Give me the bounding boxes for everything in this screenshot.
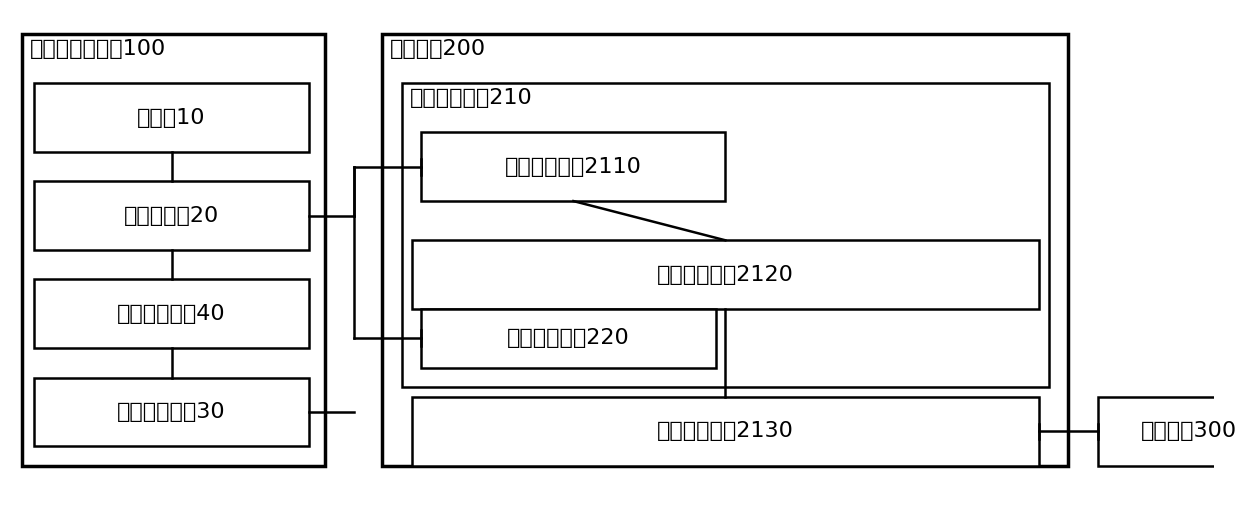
Text: 数据输出单元2130: 数据输出单元2130: [657, 422, 794, 441]
Text: 自供电发射装置100: 自供电发射装置100: [30, 39, 166, 59]
Bar: [21, 35, 326, 466]
Text: 解码模块200: 解码模块200: [390, 39, 486, 59]
Text: 自供电模块20: 自供电模块20: [124, 206, 219, 226]
Bar: [35, 181, 309, 250]
Text: 无线接收装置210: 无线接收装置210: [410, 88, 533, 108]
Bar: [421, 133, 725, 201]
Text: 高频接收单元2110: 高频接收单元2110: [506, 157, 642, 177]
Bar: [401, 83, 1048, 387]
Bar: [383, 35, 1068, 466]
Bar: [35, 279, 309, 348]
Bar: [411, 397, 1040, 466]
Text: 短码发射模块30: 短码发射模块30: [118, 402, 225, 422]
Bar: [1098, 397, 1239, 466]
Text: 短码解码单元220: 短码解码单元220: [507, 328, 629, 348]
Bar: [411, 240, 1040, 309]
Text: 电能延长装置40: 电能延长装置40: [118, 304, 225, 324]
Bar: [35, 83, 309, 152]
Text: 驱动键10: 驱动键10: [138, 108, 206, 128]
Bar: [421, 309, 716, 368]
Text: 数据存储单元2120: 数据存储单元2120: [657, 265, 794, 284]
Bar: [35, 377, 309, 446]
Text: 终端设备300: 终端设备300: [1140, 422, 1237, 441]
